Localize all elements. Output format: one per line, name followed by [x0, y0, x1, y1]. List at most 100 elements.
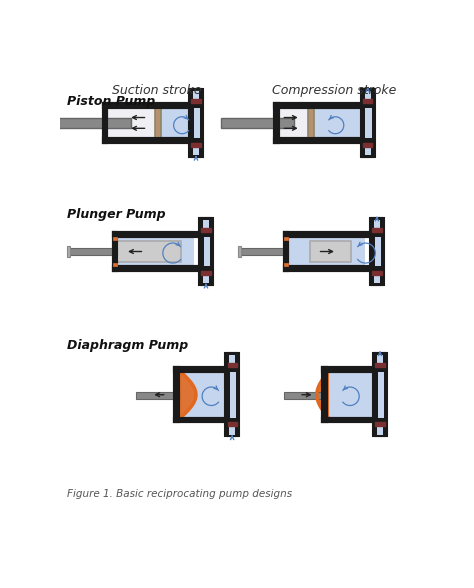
Bar: [103, 103, 108, 143]
Bar: [284, 266, 370, 270]
Bar: [374, 270, 380, 283]
Bar: [327, 372, 373, 418]
Bar: [203, 270, 209, 283]
Bar: [174, 367, 225, 372]
Bar: [375, 422, 384, 436]
Bar: [225, 353, 239, 436]
Bar: [375, 353, 384, 367]
Bar: [375, 363, 384, 367]
Bar: [361, 89, 374, 157]
Bar: [365, 91, 371, 103]
Bar: [372, 218, 382, 232]
Bar: [201, 270, 210, 285]
Bar: [237, 246, 241, 257]
Bar: [228, 353, 237, 367]
Bar: [204, 237, 210, 266]
Bar: [189, 89, 203, 157]
Bar: [363, 99, 372, 103]
Bar: [322, 367, 327, 422]
Bar: [113, 232, 199, 237]
Bar: [288, 237, 365, 266]
Text: Plunger Pump: Plunger Pump: [66, 208, 165, 220]
Bar: [103, 103, 189, 108]
Bar: [284, 266, 370, 270]
Bar: [284, 392, 327, 399]
Bar: [309, 108, 314, 138]
Bar: [174, 418, 225, 422]
Bar: [103, 103, 108, 143]
Bar: [113, 263, 118, 266]
Bar: [193, 91, 199, 103]
Bar: [284, 232, 370, 237]
Bar: [284, 237, 288, 240]
Bar: [372, 270, 382, 285]
Bar: [370, 218, 384, 285]
Bar: [103, 138, 189, 143]
Bar: [284, 263, 288, 266]
Bar: [108, 108, 155, 138]
Bar: [191, 143, 201, 157]
Bar: [228, 353, 237, 367]
Bar: [365, 143, 371, 155]
Bar: [189, 108, 203, 138]
Bar: [191, 89, 201, 103]
Bar: [191, 99, 201, 103]
Text: Suction stroke: Suction stroke: [112, 85, 201, 98]
Bar: [375, 353, 384, 367]
Bar: [155, 108, 161, 138]
Bar: [118, 240, 181, 262]
Bar: [228, 422, 237, 436]
Bar: [71, 248, 118, 255]
Bar: [201, 270, 210, 285]
Bar: [284, 232, 288, 270]
Bar: [310, 240, 352, 262]
Bar: [228, 422, 237, 436]
Bar: [193, 143, 199, 155]
Bar: [279, 108, 309, 138]
Bar: [377, 422, 383, 435]
Bar: [274, 138, 361, 143]
Bar: [378, 372, 384, 418]
Bar: [365, 108, 372, 138]
Bar: [199, 218, 213, 285]
Polygon shape: [181, 372, 196, 418]
Bar: [113, 266, 199, 270]
Bar: [179, 372, 225, 418]
Bar: [201, 218, 210, 232]
Bar: [174, 367, 225, 372]
Bar: [113, 232, 118, 270]
Bar: [274, 103, 361, 108]
Bar: [322, 418, 373, 422]
Bar: [375, 422, 384, 426]
Bar: [274, 138, 361, 143]
Bar: [373, 353, 387, 436]
Bar: [372, 218, 382, 232]
Bar: [274, 103, 279, 143]
Bar: [228, 363, 237, 367]
Bar: [113, 266, 199, 270]
Polygon shape: [317, 372, 328, 418]
Bar: [174, 367, 179, 422]
Bar: [274, 103, 361, 108]
Bar: [377, 355, 383, 367]
Bar: [230, 372, 236, 418]
Bar: [174, 367, 179, 422]
Bar: [203, 220, 209, 232]
Bar: [363, 143, 372, 147]
Bar: [228, 422, 237, 426]
Bar: [220, 118, 294, 128]
Bar: [66, 246, 71, 257]
Bar: [118, 237, 194, 266]
Bar: [201, 218, 210, 232]
Bar: [373, 372, 387, 418]
Bar: [113, 232, 118, 270]
Bar: [191, 89, 201, 103]
Bar: [241, 248, 288, 255]
Bar: [201, 228, 210, 232]
Bar: [136, 392, 179, 399]
Bar: [113, 237, 118, 240]
Bar: [363, 143, 372, 157]
Bar: [375, 422, 384, 436]
Bar: [372, 270, 382, 285]
Text: Figure 1. Basic reciprocating pump designs: Figure 1. Basic reciprocating pump desig…: [66, 489, 292, 499]
